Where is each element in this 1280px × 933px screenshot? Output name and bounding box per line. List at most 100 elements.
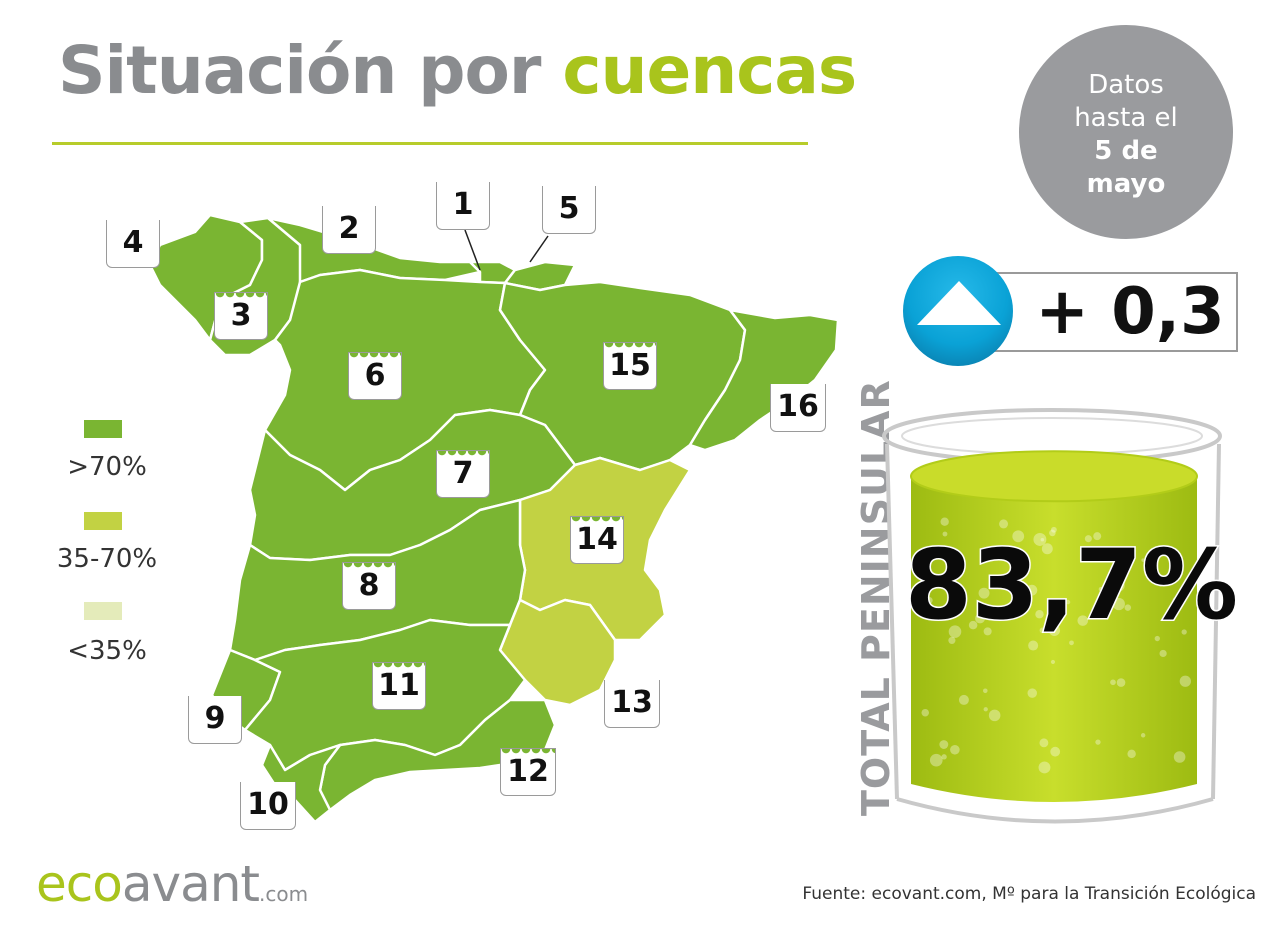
bubble <box>1173 751 1186 763</box>
bubble <box>1179 675 1191 687</box>
glass-bottom <box>896 797 1214 824</box>
bubble <box>929 753 943 767</box>
bubble <box>1038 761 1051 774</box>
bubble <box>957 557 961 561</box>
basin-4-label: 4 <box>106 220 160 268</box>
bubble <box>921 708 929 717</box>
bubble <box>1172 596 1180 605</box>
brand-com: .com <box>259 882 309 906</box>
basin-16-region <box>688 308 840 452</box>
bubble <box>1012 530 1025 543</box>
date-line-4: mayo <box>1086 169 1166 199</box>
bubble <box>1112 579 1125 592</box>
bubble <box>983 688 988 694</box>
page-title: Situación por cuencas <box>58 38 857 104</box>
bubble <box>940 517 949 526</box>
title-part-1: Situación por <box>58 32 541 109</box>
bubble <box>1093 548 1099 555</box>
date-line-1: Datos <box>1088 70 1164 100</box>
bubble <box>1027 688 1037 698</box>
basin-1-label: 1 <box>436 182 490 230</box>
title-underline <box>52 142 808 145</box>
basin-15-label: 15 <box>603 342 657 390</box>
bubble <box>1158 583 1163 587</box>
bubble <box>1051 526 1057 533</box>
bubble <box>1141 558 1145 562</box>
brand-logo: ecoavant.com <box>36 854 308 924</box>
basin-5-label: 5 <box>542 186 596 234</box>
title-part-2: cuencas <box>562 32 857 109</box>
bubble <box>983 627 992 636</box>
legend-label-high: >70% <box>67 452 147 482</box>
basin-8-label: 8 <box>342 562 396 610</box>
basin-16-label: 16 <box>770 384 826 432</box>
basin-6-label: 6 <box>348 352 402 400</box>
legend-swatch-mid <box>84 512 122 530</box>
bubble <box>1065 599 1071 605</box>
bubble <box>1028 640 1039 651</box>
bubble <box>1095 739 1101 745</box>
bubble <box>1050 746 1061 757</box>
spain-basins-map <box>148 213 840 824</box>
bubble <box>942 531 948 537</box>
bubble <box>1116 678 1126 687</box>
bubble <box>1084 535 1092 543</box>
date-line-3: 5 de <box>1094 136 1158 166</box>
legend-swatch-high <box>84 420 122 438</box>
water-glass-icon <box>882 408 1222 824</box>
bubble <box>1110 679 1116 686</box>
date-line-2: hasta el <box>1074 103 1178 133</box>
basin-11-label: 11 <box>372 662 426 710</box>
basin-7-label: 7 <box>436 450 490 498</box>
legend-swatch-low <box>84 602 122 620</box>
glass-left-wall <box>885 443 899 800</box>
glass-liquid-surface <box>910 450 1198 503</box>
bubble <box>1035 610 1044 619</box>
bubble <box>1048 624 1061 636</box>
bubble <box>1026 584 1038 596</box>
total-value: 83,7% <box>904 529 1240 642</box>
bubble <box>1098 586 1104 592</box>
bubble <box>1124 604 1132 611</box>
basin-3-label: 3 <box>214 292 268 340</box>
legend-label-low: <35% <box>67 636 147 666</box>
glass-right-wall <box>1211 443 1221 800</box>
bubble <box>1041 543 1053 555</box>
bubble <box>1050 659 1056 664</box>
trend-value: + 0,3 <box>1035 275 1225 349</box>
bubble <box>1154 635 1160 642</box>
bubble <box>1039 738 1049 748</box>
bubble <box>1049 529 1056 537</box>
bubble <box>1127 749 1136 759</box>
bubble <box>1039 627 1046 634</box>
basin-10-region <box>260 743 342 824</box>
bubble <box>948 625 962 638</box>
bubble <box>999 519 1009 529</box>
basin-13-label: 13 <box>604 680 660 728</box>
basin-12-label: 12 <box>500 748 556 796</box>
legend-label-mid: 35-70% <box>56 544 158 574</box>
bubble <box>926 597 933 604</box>
bubble <box>1140 733 1146 738</box>
bubble <box>1112 597 1125 611</box>
brand-eco: eco <box>36 855 123 913</box>
bubble <box>978 587 990 599</box>
up-arrow-icon <box>917 281 1001 325</box>
bubble <box>1181 629 1187 635</box>
bubble <box>950 744 960 755</box>
basin-5-leader <box>529 235 549 263</box>
trend-box <box>992 272 1238 352</box>
bubble <box>1069 640 1074 646</box>
bubble <box>1159 649 1167 658</box>
bubble <box>975 613 985 624</box>
bubble <box>948 636 956 645</box>
bubble <box>1077 615 1089 626</box>
basin-9-label: 9 <box>188 696 242 744</box>
date-badge: Datos hasta el 5 de mayo <box>1019 25 1233 239</box>
bubble <box>968 620 978 630</box>
bubble <box>1033 533 1047 546</box>
basin-10-label: 10 <box>240 782 296 830</box>
source-note: Fuente: ecovant.com, Mº para la Transici… <box>802 884 1256 904</box>
bubble <box>1040 537 1045 542</box>
basin-14-label: 14 <box>570 516 624 564</box>
